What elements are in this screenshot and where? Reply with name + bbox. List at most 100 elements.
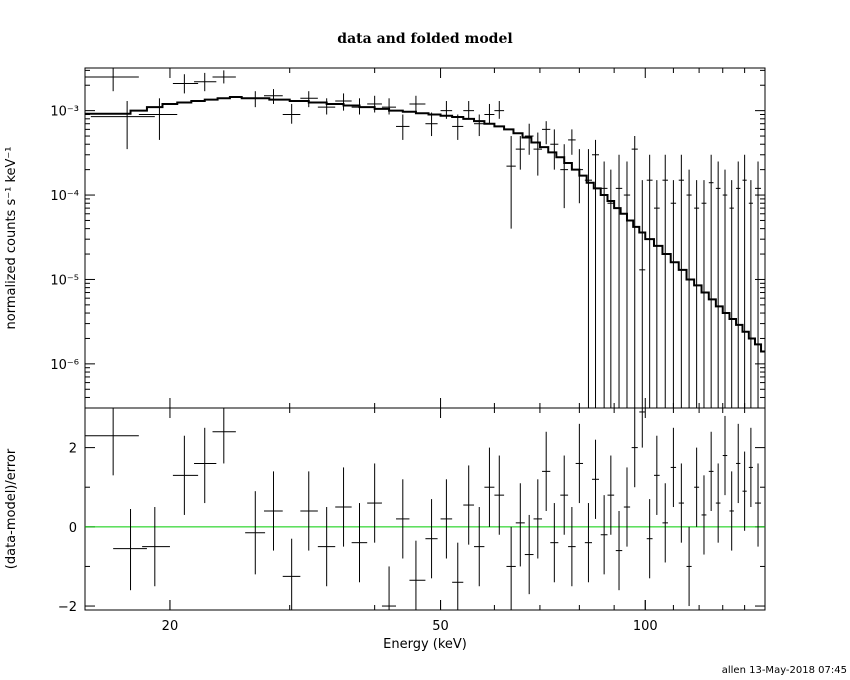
data-point (754, 161, 762, 408)
data-point (542, 121, 551, 145)
residual-point (631, 408, 638, 488)
top-y-tick-label: 10⁻⁶ (50, 358, 79, 373)
residual-point (670, 427, 677, 508)
residual-point (264, 471, 283, 551)
data-point (524, 123, 534, 155)
residual-point (524, 514, 534, 595)
data-point (245, 91, 266, 108)
data-point (600, 161, 608, 408)
data-point (452, 114, 464, 140)
residual-point (463, 465, 475, 545)
data-point (623, 161, 631, 408)
data-point (264, 89, 283, 104)
residual-point (729, 471, 734, 551)
data-point (592, 139, 599, 408)
residual-point (542, 431, 551, 511)
data-point (367, 95, 382, 113)
residual-point (409, 540, 426, 610)
residual-point (245, 491, 266, 575)
residual-point (425, 499, 438, 579)
residual-point (335, 467, 352, 547)
residual-point (708, 431, 714, 511)
top-y-axis: 10⁻³ 10⁻⁴ 10⁻⁵ 10⁻⁶ (50, 69, 765, 398)
data-point (615, 154, 623, 408)
data-point (686, 169, 692, 408)
residual-point (639, 408, 646, 448)
residual-point (694, 447, 700, 527)
footer-stamp: allen 13-May-2018 07:45 (722, 665, 847, 676)
residual-point (515, 483, 525, 567)
residual-point (662, 483, 668, 563)
data-point (463, 101, 475, 119)
residual-point (452, 542, 464, 610)
residual-point (715, 463, 721, 543)
bottom-y-axis: −2 0 2 (58, 442, 765, 615)
data-point (194, 72, 217, 92)
residual-point (550, 503, 559, 583)
residual-point (568, 507, 576, 587)
x-axis-label: Energy (keV) (383, 637, 467, 652)
bottom-y-tick-label: −2 (58, 600, 77, 615)
data-point (440, 101, 453, 119)
data-point (90, 101, 155, 150)
data-point (515, 136, 525, 170)
chart-title: data and folded model (337, 31, 512, 47)
data-point (694, 180, 700, 408)
residual-point (742, 451, 747, 531)
data-point (662, 154, 668, 408)
residual-point (474, 507, 485, 587)
residual-point (85, 408, 139, 476)
data-point (584, 149, 593, 408)
data-point (282, 103, 301, 124)
top-y-tick-label: 10⁻³ (50, 105, 79, 120)
top-y-tick-label: 10⁻⁵ (50, 273, 79, 288)
data-point (670, 180, 677, 408)
bottom-y-axis-label: (data-model)/error (4, 448, 19, 569)
residual-point (113, 509, 147, 591)
residual-point (754, 463, 762, 547)
data-point (317, 98, 336, 115)
data-point (678, 154, 684, 408)
data-point (409, 95, 426, 113)
data-point (701, 180, 707, 408)
residual-point (506, 526, 516, 610)
data-point (550, 129, 559, 170)
bottom-y-tick-label: 0 (69, 521, 77, 536)
residual-point (533, 479, 543, 559)
residual-point (494, 455, 505, 535)
residual-point (722, 415, 728, 496)
residual-point (748, 427, 753, 508)
data-point (396, 114, 410, 140)
data-point (708, 154, 714, 408)
residual-point (701, 475, 707, 555)
residual-point (351, 503, 368, 583)
top-y-tick-label: 10⁻⁴ (50, 189, 79, 204)
top-panel-frame (84, 67, 766, 409)
x-tick-label: 100 (633, 619, 658, 634)
model-step-curve (85, 96, 765, 353)
data-point (722, 169, 728, 408)
residual-point (560, 455, 569, 535)
data-points-group (85, 68, 762, 408)
bottom-panel-frame (84, 407, 766, 611)
data-point (646, 154, 653, 408)
residual-point (172, 435, 199, 515)
residual-point (600, 495, 608, 575)
data-point (300, 91, 318, 108)
residual-point (282, 538, 301, 610)
data-point (568, 129, 576, 155)
residual-point (440, 479, 453, 559)
residual-point (575, 423, 584, 504)
residual-point (678, 463, 684, 543)
data-point (729, 180, 734, 408)
data-point (631, 136, 638, 408)
data-point (639, 180, 646, 408)
top-y-axis-label: normalized counts s⁻¹ keV⁻¹ (4, 147, 19, 330)
residual-point (615, 510, 623, 591)
x-axis: 20 50 100 (162, 68, 766, 634)
residual-points-group (85, 408, 762, 610)
model-curve-group (85, 96, 765, 353)
residual-point (317, 507, 336, 587)
residual-point (653, 435, 660, 515)
